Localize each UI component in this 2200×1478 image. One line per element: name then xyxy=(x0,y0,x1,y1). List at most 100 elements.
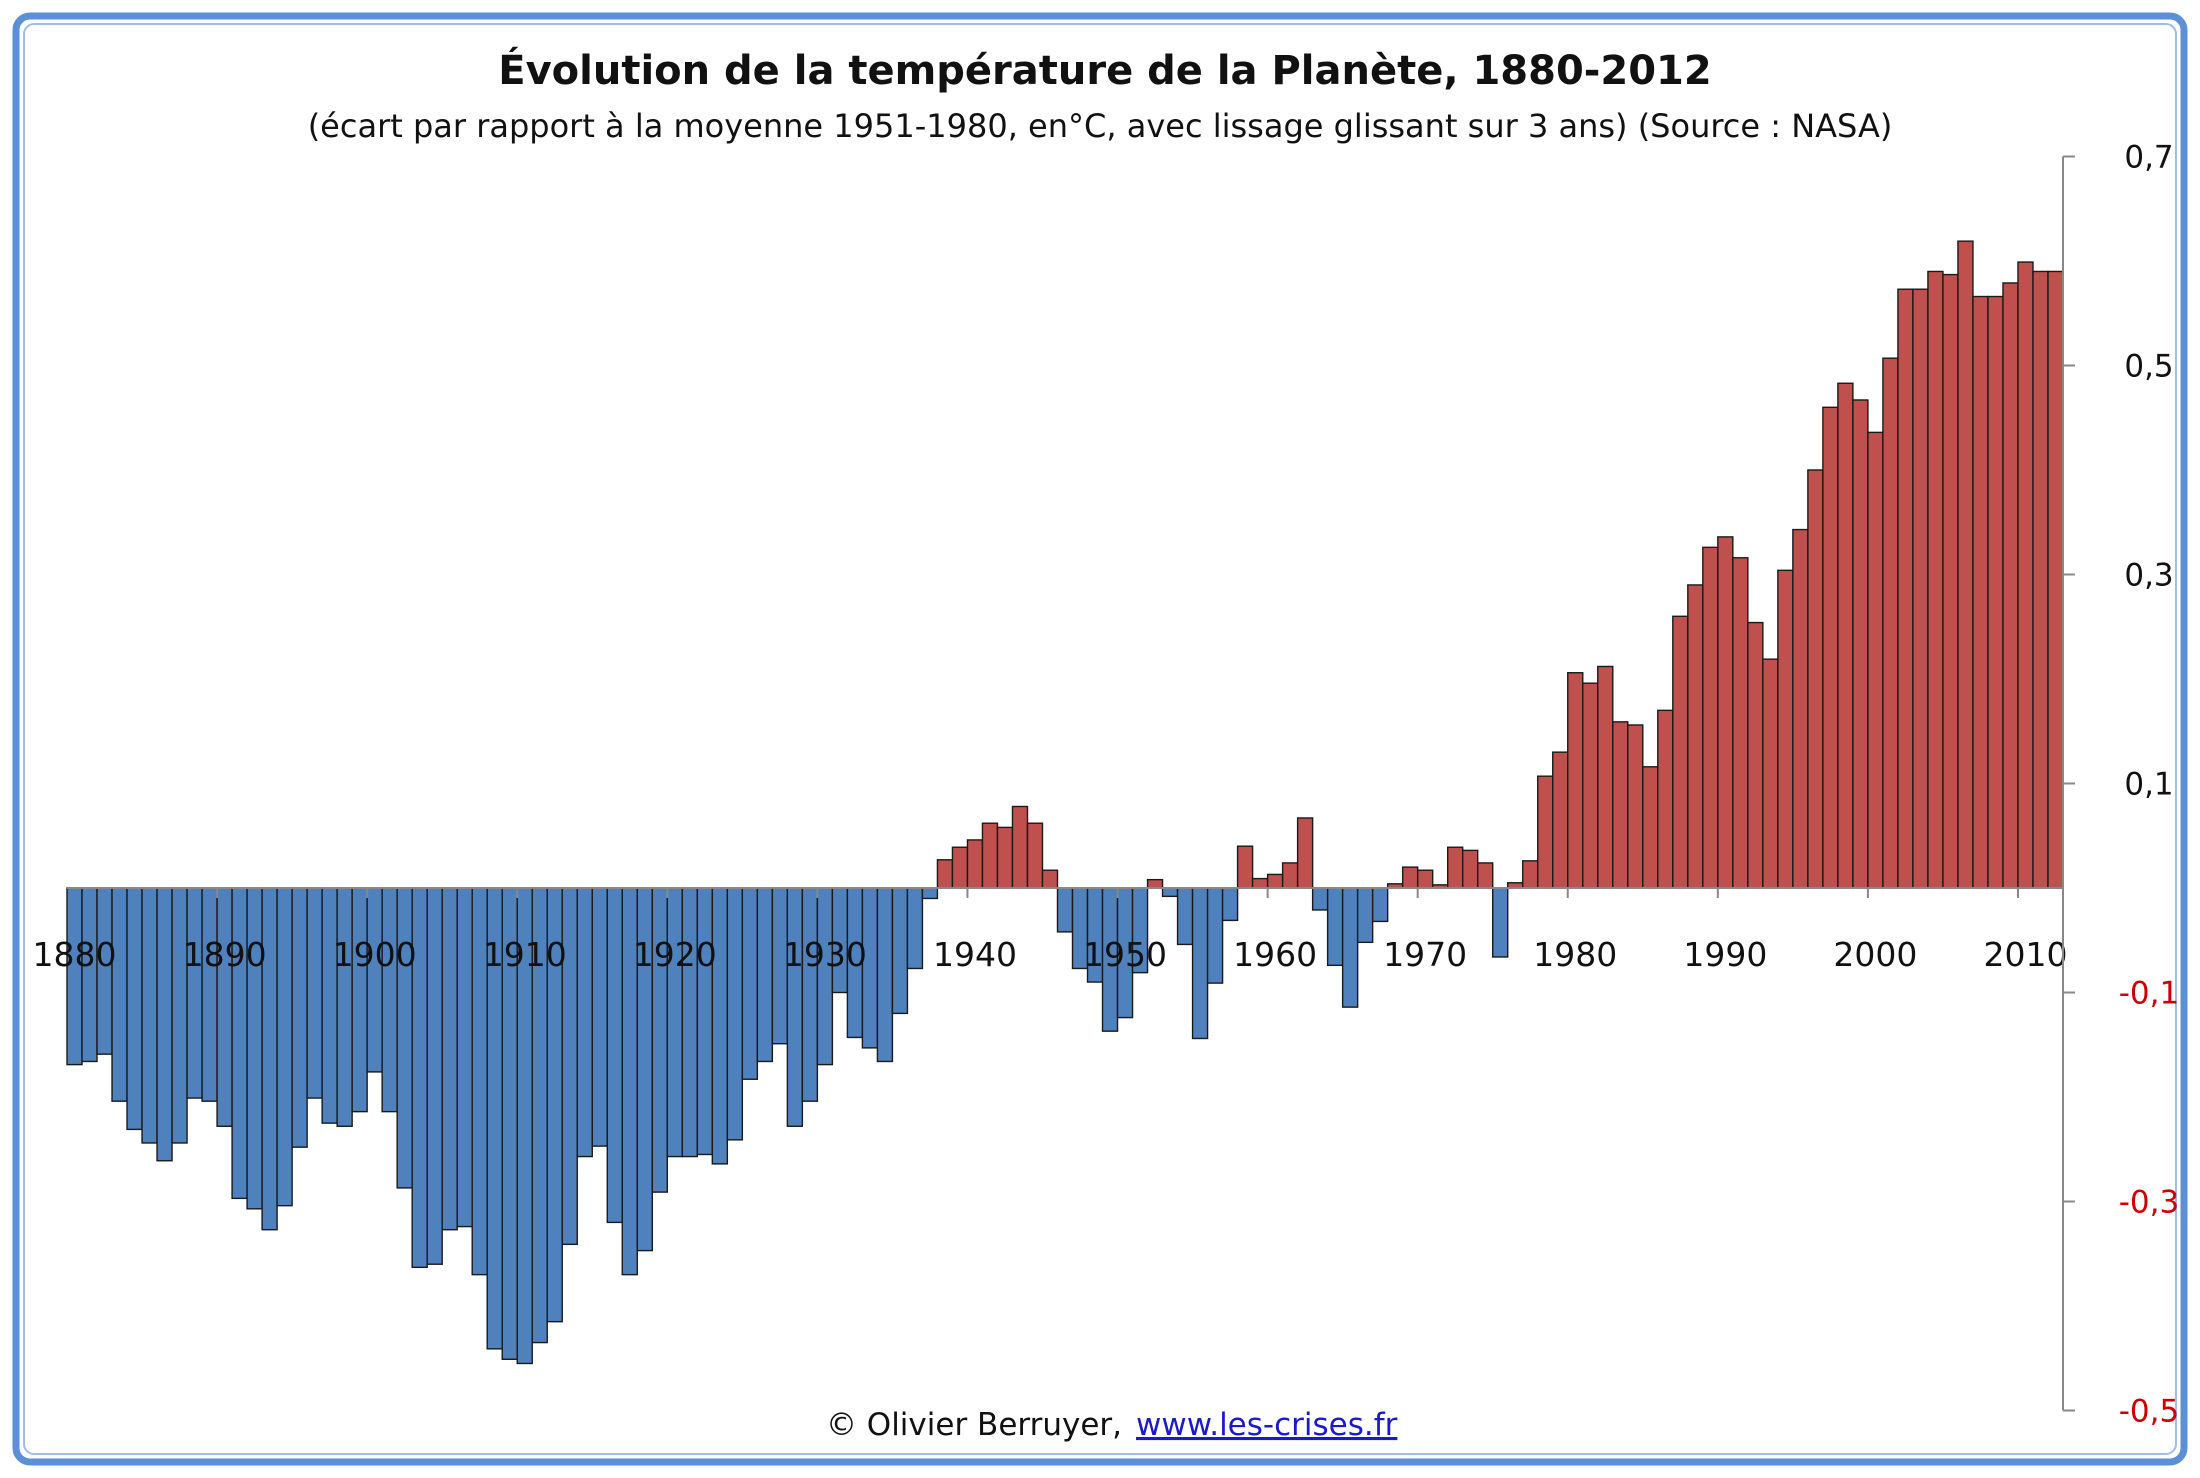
bar-1901 xyxy=(381,887,398,1113)
bar-1915 xyxy=(591,887,608,1147)
bar-1887 xyxy=(171,887,188,1144)
bar-1983 xyxy=(1612,721,1629,889)
bar-2007 xyxy=(1972,295,1989,889)
chart-frame xyxy=(12,12,2188,1466)
bar-1973 xyxy=(1461,849,1479,889)
bar-1972 xyxy=(1446,846,1464,889)
bar-1880 xyxy=(66,887,83,1066)
bar-1904 xyxy=(426,887,443,1265)
bar-1988 xyxy=(1687,584,1704,889)
x-tick-label: 2010 xyxy=(1983,935,2067,974)
bar-1885 xyxy=(141,887,158,1144)
bar-2011 xyxy=(2032,270,2049,889)
footer-link[interactable]: www.les-crises.fr xyxy=(1136,1407,1398,1443)
y-tick-label: 0,7 xyxy=(2124,140,2173,176)
bar-1923 xyxy=(711,887,729,1165)
bar-2012 xyxy=(2047,270,2064,889)
chart-title: Évolution de la température de la Planèt… xyxy=(498,46,1711,94)
bar-1984 xyxy=(1627,724,1644,889)
x-tick-label: 1940 xyxy=(933,935,1017,974)
bar-1977 xyxy=(1522,860,1539,889)
bar-1987 xyxy=(1672,615,1689,889)
bar-2003 xyxy=(1912,288,1929,889)
bar-1906 xyxy=(456,887,473,1228)
bar-1996 xyxy=(1807,469,1824,889)
y-tick-label: 0,1 xyxy=(2124,767,2173,803)
bar-1998 xyxy=(1837,382,1854,889)
bar-1989 xyxy=(1702,546,1719,889)
bar-1979 xyxy=(1552,751,1569,889)
chart-frame-inner xyxy=(23,23,2177,1455)
bar-1990 xyxy=(1717,536,1734,889)
bar-1997 xyxy=(1822,406,1839,889)
bar-1956 xyxy=(1206,887,1224,984)
bar-1966 xyxy=(1356,887,1374,944)
bar-1896 xyxy=(306,887,323,1099)
bar-1890 xyxy=(216,887,233,1127)
bar-2008 xyxy=(1987,295,2004,889)
bar-1884 xyxy=(126,887,143,1131)
footer-credit: © Olivier Berruyer, xyxy=(826,1407,1122,1443)
x-tick-label: 1990 xyxy=(1683,935,1767,974)
bar-1992 xyxy=(1747,621,1764,889)
bar-1916 xyxy=(606,887,623,1224)
bar-1944 xyxy=(1026,822,1044,889)
x-axis: 1880 1890 1900 1910 1920 1930 1940 1950 1960 1970… xyxy=(33,887,2067,974)
bar-1964 xyxy=(1326,887,1344,967)
x-tick-label: 1970 xyxy=(1383,935,1467,974)
bar-2001 xyxy=(1882,357,1899,889)
bar-1995 xyxy=(1792,528,1809,889)
bar-1924 xyxy=(726,887,744,1141)
bar-1938 xyxy=(936,859,954,889)
x-tick-label: 2000 xyxy=(1833,935,1917,974)
bar-2009 xyxy=(2002,282,2019,889)
bar-1914 xyxy=(576,887,593,1158)
x-tick-label: 1920 xyxy=(633,935,717,974)
bar-1888 xyxy=(186,887,203,1099)
bar-1991 xyxy=(1732,557,1749,889)
bar-2004 xyxy=(1927,270,1944,889)
bar-1899 xyxy=(351,887,368,1113)
bar-1898 xyxy=(336,887,353,1127)
bar-1936 xyxy=(906,887,924,970)
bar-1975 xyxy=(1492,887,1509,958)
bar-1943 xyxy=(1011,805,1029,889)
bar-1881 xyxy=(81,887,98,1063)
bar-1952 xyxy=(1146,878,1164,889)
bar-1955 xyxy=(1191,887,1209,1040)
bar-1994 xyxy=(1777,569,1794,889)
x-tick-label: 1900 xyxy=(333,935,417,974)
bar-1905 xyxy=(441,887,458,1231)
x-tick-label: 1910 xyxy=(483,935,567,974)
y-axis: 0,7 0,5 0,3 0,1 -0,1 -0,3 -0,5 xyxy=(2062,140,2180,1430)
bar-1985 xyxy=(1642,766,1659,889)
bar-1999 xyxy=(1852,399,1869,889)
bar-1974 xyxy=(1477,862,1494,889)
bar-1941 xyxy=(981,822,999,889)
bars-group xyxy=(66,240,2064,1365)
bar-1929 xyxy=(801,887,819,1102)
bar-2002 xyxy=(1897,288,1914,889)
bar-1902 xyxy=(396,887,413,1189)
x-tick-label: 1890 xyxy=(183,935,267,974)
x-tick-label: 1980 xyxy=(1533,935,1617,974)
bar-1895 xyxy=(291,887,308,1148)
bar-1969 xyxy=(1401,866,1419,889)
bar-1921 xyxy=(681,887,699,1158)
x-tick-label: 1930 xyxy=(783,935,867,974)
bar-1967 xyxy=(1371,887,1389,923)
bar-1920 xyxy=(666,887,684,1158)
bar-1993 xyxy=(1762,658,1779,889)
bar-1986 xyxy=(1657,709,1674,889)
bar-1937 xyxy=(921,887,939,900)
x-tick-label: 1950 xyxy=(1083,935,1167,974)
bar-1922 xyxy=(696,887,714,1156)
bar-1900 xyxy=(366,887,383,1073)
y-tick-label: -0,3 xyxy=(2119,1185,2180,1221)
bar-2005 xyxy=(1942,273,1959,889)
bar-1965 xyxy=(1341,887,1359,1008)
y-tick-label: -0,1 xyxy=(2119,976,2180,1012)
bar-1939 xyxy=(951,846,969,889)
bar-1897 xyxy=(321,887,338,1124)
bar-1961 xyxy=(1281,862,1299,889)
